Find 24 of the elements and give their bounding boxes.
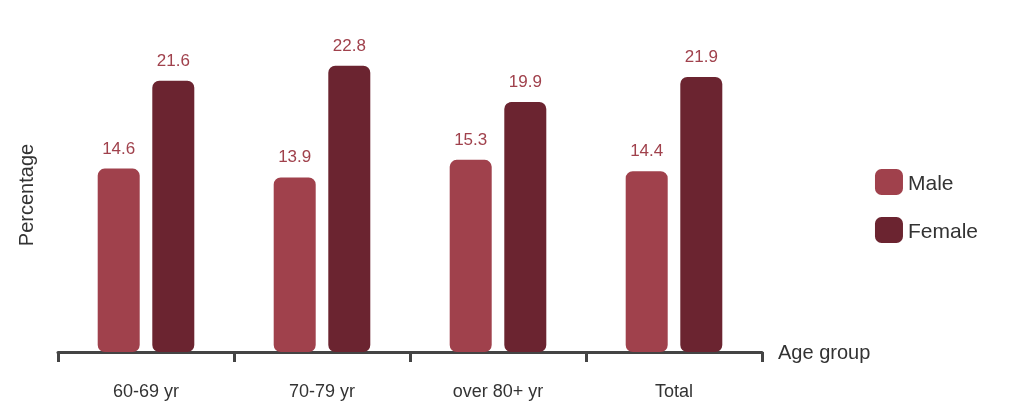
bar: [449, 159, 492, 352]
bar: [273, 177, 316, 352]
bar: [97, 168, 140, 352]
data-label: 19.9: [508, 72, 542, 92]
data-label: 13.9: [278, 147, 312, 167]
x-axis-title: Age group: [778, 341, 871, 363]
legend-label: Female: [907, 218, 979, 242]
data-label: 14.4: [630, 141, 664, 161]
data-label: 14.6: [102, 138, 136, 158]
legend-label: Male: [907, 170, 954, 194]
x-tick-label: over 80+ yr: [452, 381, 544, 401]
x-tick-label: Total: [654, 381, 694, 401]
data-label: 15.3: [454, 129, 488, 149]
x-tick-label: 70-79 yr: [288, 381, 356, 401]
data-label: 22.8: [332, 35, 366, 55]
y-axis-title: Percentage: [15, 143, 37, 247]
bar: [328, 65, 371, 352]
x-tick-label: 60-69 yr: [112, 381, 180, 401]
bar: [680, 76, 723, 352]
bar: [152, 80, 195, 352]
data-label: 21.6: [156, 50, 190, 70]
data-label: 21.9: [684, 46, 718, 66]
bar: [625, 171, 668, 352]
bar: [504, 102, 547, 352]
